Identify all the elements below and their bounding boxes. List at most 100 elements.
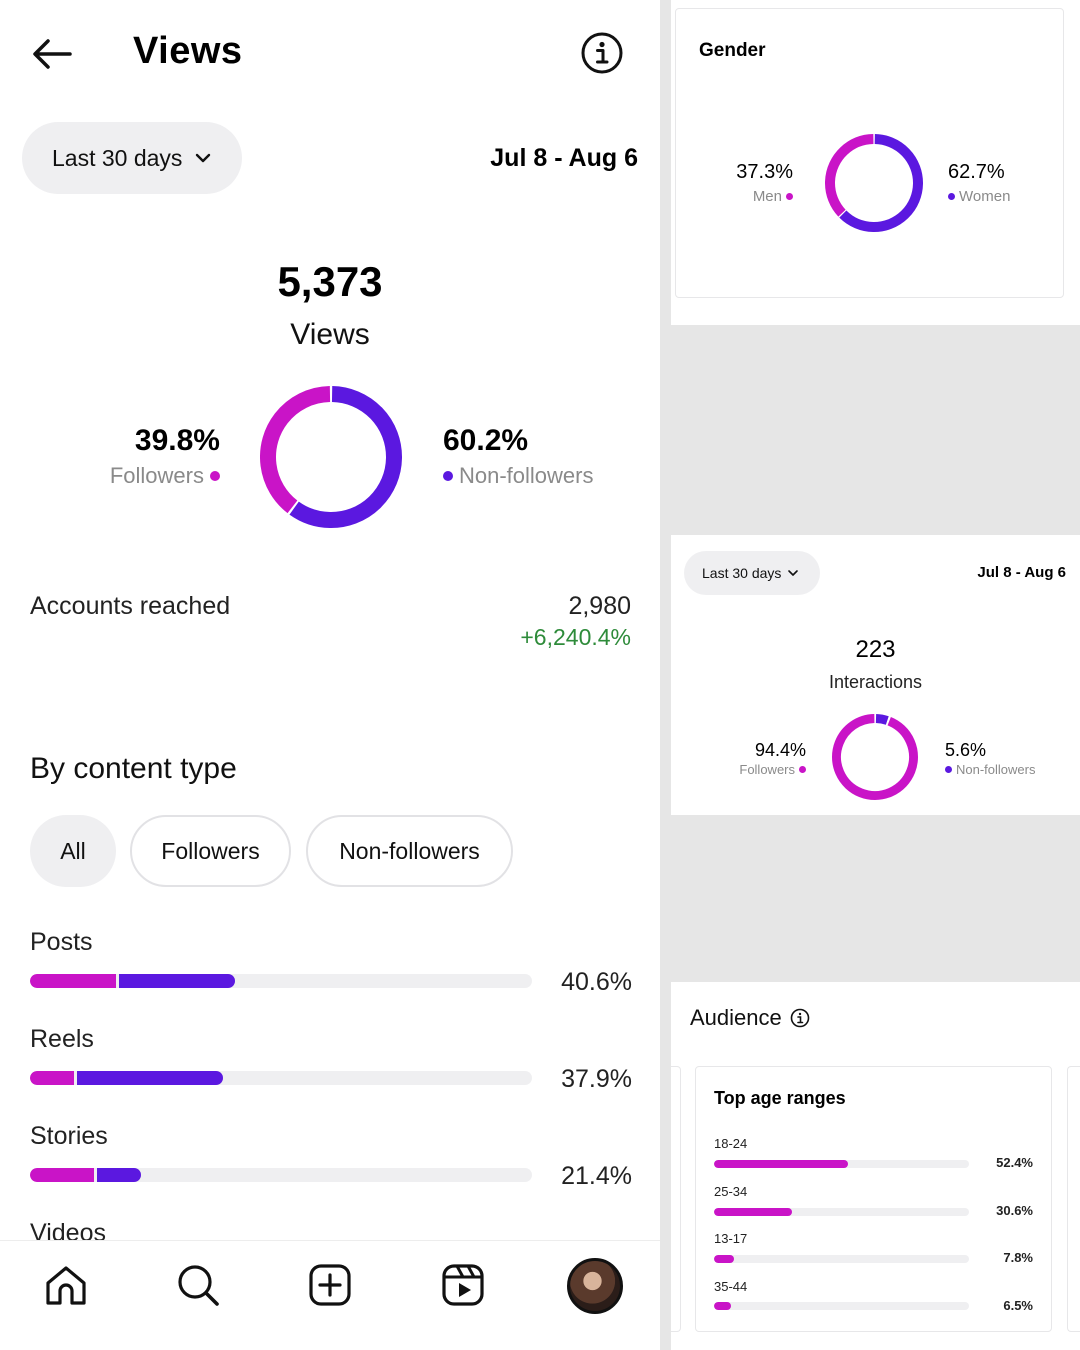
date-range-label: Last 30 days xyxy=(52,144,183,171)
age-range-fill xyxy=(714,1160,848,1168)
content-type-percent: 37.9% xyxy=(561,1065,632,1093)
age-range-percent: 30.6% xyxy=(996,1203,1033,1218)
filter-nonfollowers-button[interactable]: Non-followers xyxy=(306,815,513,887)
nonfollowers-percent: 60.2% xyxy=(443,424,529,457)
interactions-followers-legend: Followers xyxy=(739,762,806,777)
followers-percent: 39.8% xyxy=(134,424,220,457)
men-legend: Men xyxy=(753,188,793,205)
date-range-text: Jul 8 - Aug 6 xyxy=(490,144,638,172)
age-range-label: 13-17 xyxy=(714,1231,748,1246)
back-arrow-icon[interactable] xyxy=(28,30,76,78)
age-range-bar xyxy=(714,1255,969,1263)
chevron-down-icon xyxy=(788,570,799,576)
men-dot-icon xyxy=(786,193,793,200)
views-insights-panel: Views Last 30 days Jul 8 - Aug 6 5,373 V… xyxy=(0,30,660,1350)
home-icon[interactable] xyxy=(44,1263,88,1307)
filter-followers-button[interactable]: Followers xyxy=(130,815,291,887)
men-label: Men xyxy=(752,188,782,205)
content-type-label: Posts xyxy=(30,928,93,956)
search-icon[interactable] xyxy=(176,1263,220,1307)
content-type-bar xyxy=(30,1071,532,1085)
age-range-label: 35-44 xyxy=(714,1279,748,1294)
top-age-ranges-card: Top age ranges 18-24 52.4% 25-34 30.6% 1… xyxy=(695,1066,1052,1332)
accounts-reached-value: 2,980 xyxy=(568,592,631,620)
views-followers-arc xyxy=(260,386,402,528)
age-range-bar xyxy=(714,1208,969,1216)
age-range-percent: 7.8% xyxy=(1003,1250,1033,1265)
followers-bar-segment xyxy=(30,974,116,988)
views-donut-chart xyxy=(260,386,402,528)
age-range-bar xyxy=(714,1302,969,1310)
content-type-bar xyxy=(30,974,532,988)
profile-avatar[interactable] xyxy=(567,1258,623,1314)
interactions-date-range-dropdown[interactable]: Last 30 days xyxy=(684,551,820,595)
interactions-nonfollowers-legend: Non-followers xyxy=(945,762,1035,777)
age-range-percent: 52.4% xyxy=(996,1155,1033,1170)
bottom-navigation-bar xyxy=(0,1240,660,1350)
nonfollowers-legend: Non-followers xyxy=(443,463,594,489)
nonfollowers-label: Non-followers xyxy=(459,463,594,488)
content-type-percent: 40.6% xyxy=(561,968,632,996)
date-range-dropdown[interactable]: Last 30 days xyxy=(22,122,242,194)
age-range-percent: 6.5% xyxy=(1003,1298,1033,1313)
age-range-label: 18-24 xyxy=(714,1136,748,1151)
women-dot-icon xyxy=(948,193,955,200)
age-range-fill xyxy=(714,1208,792,1216)
interactions-date-range-text: Jul 8 - Aug 6 xyxy=(977,564,1066,581)
interactions-nonfollowers-label: Non-followers xyxy=(956,762,1036,777)
interactions-donut-chart xyxy=(832,714,918,800)
age-range-label: 25-34 xyxy=(714,1184,748,1199)
content-type-percent: 21.4% xyxy=(561,1162,632,1190)
content-type-bar xyxy=(30,1168,532,1182)
interactions-followers-arc xyxy=(832,714,918,800)
nonfollowers-bar-segment xyxy=(119,974,235,988)
gender-followers-arc xyxy=(825,134,923,232)
nonfollowers-bar-segment xyxy=(97,1168,141,1182)
filter-all-button[interactable]: All xyxy=(30,815,116,887)
total-views: 5,373 xyxy=(277,258,383,305)
interactions-range-label: Last 30 days xyxy=(702,565,782,581)
gender-section: Gender 37.3% Men 62.7% Women xyxy=(671,0,1080,325)
followers-legend: Followers xyxy=(110,463,220,489)
create-icon[interactable] xyxy=(308,1263,352,1307)
followers-dot-icon xyxy=(799,766,806,773)
chevron-down-icon xyxy=(196,153,211,163)
women-legend: Women xyxy=(948,188,1010,205)
reels-icon[interactable] xyxy=(441,1263,485,1307)
audience-title-text: Audience xyxy=(690,1005,782,1030)
page-title: Views xyxy=(133,30,243,72)
gender-card: Gender 37.3% Men 62.7% Women xyxy=(675,8,1064,298)
gender-title: Gender xyxy=(699,40,766,61)
total-interactions-label: Interactions xyxy=(828,672,923,692)
interactions-nonfollowers-arc xyxy=(832,714,918,800)
interactions-followers-percent: 94.4% xyxy=(754,740,806,760)
women-label: Women xyxy=(959,188,1011,205)
age-range-fill xyxy=(714,1255,734,1263)
women-percent: 62.7% xyxy=(948,161,1005,183)
men-percent: 37.3% xyxy=(736,161,793,183)
nonfollowers-dot-icon xyxy=(443,471,453,481)
screenshot-collage-right: Gender 37.3% Men 62.7% Women Last 30 day… xyxy=(671,0,1080,1350)
info-icon[interactable] xyxy=(580,31,624,75)
info-icon[interactable] xyxy=(790,1008,810,1028)
followers-bar-segment xyxy=(30,1071,74,1085)
audience-title: Audience xyxy=(690,1005,810,1031)
total-views-label: Views xyxy=(290,318,370,351)
age-ranges-title: Top age ranges xyxy=(714,1088,846,1108)
next-card-peek[interactable] xyxy=(1067,1066,1080,1332)
content-type-label: Reels xyxy=(30,1025,94,1053)
accounts-reached-label: Accounts reached xyxy=(30,592,231,620)
followers-dot-icon xyxy=(210,471,220,481)
followers-label: Followers xyxy=(109,463,204,488)
nonfollowers-bar-segment xyxy=(77,1071,223,1085)
gender-donut-chart xyxy=(825,134,923,232)
section-title-content-type: By content type xyxy=(30,752,237,785)
content-type-label: Stories xyxy=(30,1122,108,1150)
previous-card-peek[interactable] xyxy=(671,1066,681,1332)
interactions-nonfollowers-percent: 5.6% xyxy=(945,740,987,760)
panel-divider xyxy=(660,0,671,1350)
interactions-followers-label: Followers xyxy=(739,762,795,777)
nonfollowers-dot-icon xyxy=(945,766,952,773)
total-interactions: 223 xyxy=(855,636,896,663)
followers-bar-segment xyxy=(30,1168,94,1182)
